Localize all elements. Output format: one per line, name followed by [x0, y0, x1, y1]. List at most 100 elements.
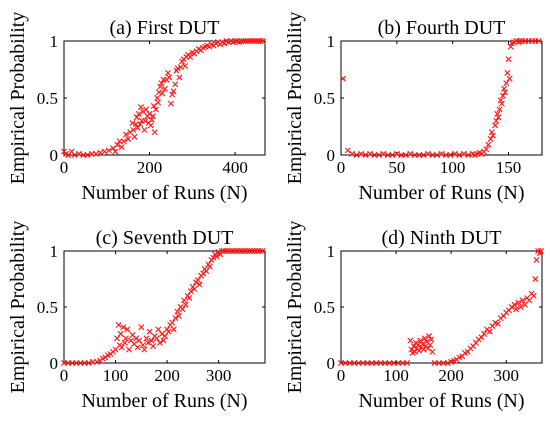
- data-point: [255, 38, 262, 44]
- data-point: [500, 92, 506, 99]
- data-point: [114, 141, 121, 148]
- data-point: [526, 297, 533, 304]
- data-point: [176, 313, 182, 319]
- data-point: [134, 344, 141, 351]
- data-point: [170, 326, 177, 333]
- data-point: [172, 315, 179, 322]
- x-tick-label: 100: [383, 366, 409, 385]
- data-point: [404, 360, 410, 366]
- x-tick-label: 400: [222, 158, 248, 177]
- data-point: [174, 308, 181, 315]
- data-point: [133, 335, 140, 342]
- y-tick-label: 0.5: [314, 89, 335, 108]
- y-tick-label: 0: [50, 146, 59, 165]
- x-tick-label: 100: [103, 366, 129, 385]
- data-point: [126, 346, 132, 353]
- data-point: [487, 136, 494, 142]
- data-point: [132, 121, 139, 128]
- data-point: [114, 335, 120, 342]
- data-point: [417, 337, 424, 344]
- data-point: [176, 74, 183, 81]
- data-point: [415, 342, 421, 348]
- data-point: [177, 64, 184, 71]
- data-point: [402, 152, 409, 158]
- data-point: [112, 346, 119, 353]
- data-point: [135, 111, 142, 117]
- data-point: [118, 144, 125, 150]
- data-point: [364, 360, 371, 366]
- panel-title: (b) Fourth DUT: [378, 17, 506, 39]
- data-point: [426, 333, 432, 339]
- data-point: [407, 150, 414, 157]
- x-tick-label: 50: [388, 158, 405, 177]
- data-point: [259, 248, 266, 254]
- data-point: [460, 150, 467, 157]
- data-point: [431, 360, 438, 366]
- data-point: [206, 263, 213, 270]
- data-point: [380, 150, 387, 157]
- y-tick-label: 1: [327, 32, 336, 51]
- y-tick-label: 1: [327, 242, 336, 261]
- data-point: [429, 152, 436, 158]
- x-tick-label: 150: [496, 158, 522, 177]
- data-point: [519, 297, 526, 304]
- data-point: [371, 152, 378, 158]
- data-point: [232, 38, 238, 44]
- data-point: [203, 268, 210, 275]
- panel-title: (d) Ninth DUT: [382, 227, 502, 249]
- data-point: [159, 331, 165, 337]
- data-point: [142, 117, 149, 124]
- x-tick-label: 200: [438, 366, 464, 385]
- data-point: [393, 150, 400, 157]
- data-point: [112, 148, 119, 155]
- data-point: [117, 331, 124, 337]
- data-point: [156, 339, 163, 346]
- data-point: [165, 70, 171, 76]
- data-point: [200, 270, 207, 277]
- data-point: [187, 54, 194, 60]
- data-point: [376, 152, 382, 158]
- data-point: [504, 70, 511, 76]
- data-point: [158, 80, 165, 87]
- x-tick-label: 100: [440, 158, 466, 177]
- data-point: [153, 335, 160, 342]
- data-point: [162, 86, 168, 92]
- data-point: [434, 152, 440, 158]
- data-point: [162, 333, 168, 339]
- data-point: [353, 152, 360, 158]
- data-point: [213, 253, 220, 260]
- data-point: [238, 38, 245, 44]
- data-point: [65, 360, 71, 366]
- data-point: [81, 360, 88, 366]
- data-point: [101, 148, 108, 155]
- x-axis-label: Number of Runs (N): [358, 390, 524, 412]
- panel-a-first-dut: (a) First DUT 0 200 400 0 0.5 1 Number of Runs …: [7, 12, 266, 204]
- data-point: [73, 360, 80, 366]
- data-point: [362, 152, 369, 158]
- data-point: [134, 124, 141, 131]
- data-point: [443, 152, 449, 158]
- data-point: [174, 65, 181, 72]
- data-point: [498, 100, 505, 107]
- data-point: [120, 138, 127, 145]
- data-point: [89, 359, 96, 365]
- y-axis-label: Empirical Probability: [7, 221, 29, 394]
- data-point: [465, 152, 472, 158]
- data-point: [389, 152, 396, 158]
- data-point: [429, 348, 436, 355]
- data-point: [133, 114, 140, 121]
- data-point: [69, 360, 76, 366]
- data-point: [367, 150, 373, 157]
- data-point: [170, 88, 177, 95]
- data-point: [97, 149, 104, 156]
- data-point: [385, 152, 391, 158]
- y-tick-label: 0.5: [314, 298, 335, 317]
- panel-c-seventh-dut: (c) Seventh DUT 0 100 200 300 0 0.5 1 Number of …: [7, 221, 266, 412]
- data-point: [533, 257, 540, 263]
- data-point: [166, 74, 173, 81]
- x-tick-label: 200: [137, 158, 163, 177]
- x-axis-label: Number of Runs (N): [81, 390, 247, 412]
- data-point: [485, 141, 492, 148]
- data-point: [94, 359, 100, 365]
- data-point: [532, 276, 539, 282]
